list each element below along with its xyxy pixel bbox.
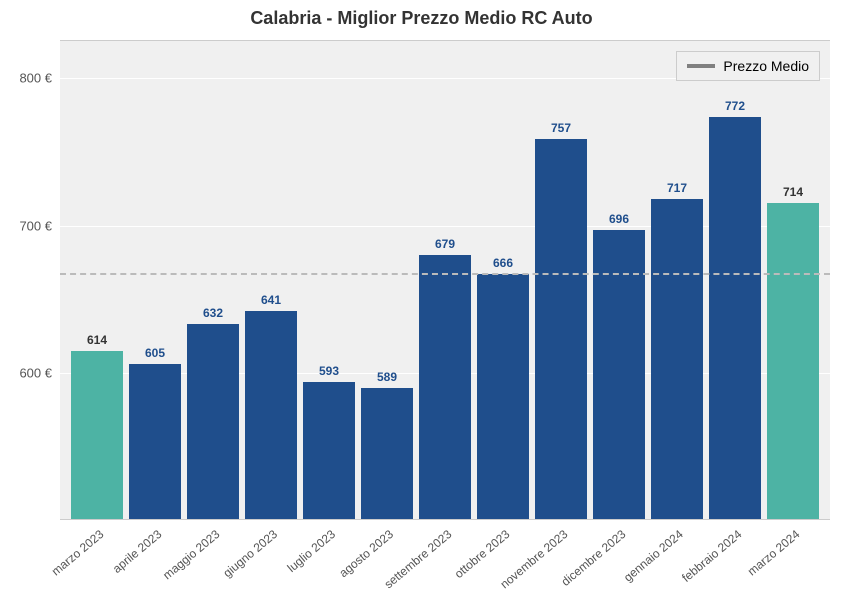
bar-value-label: 757 — [551, 121, 571, 135]
legend-label: Prezzo Medio — [723, 58, 809, 74]
x-tick-label: maggio 2023 — [160, 527, 222, 582]
plot-area: 600 €700 €800 € 614marzo 2023605aprile 2… — [60, 40, 830, 520]
y-tick-label: 800 € — [19, 70, 60, 85]
x-tick-label: gennaio 2024 — [621, 527, 686, 584]
x-tick-label: giugno 2023 — [220, 527, 280, 580]
chart-title: Calabria - Miglior Prezzo Medio RC Auto — [0, 0, 843, 29]
bar-value-label: 714 — [783, 185, 803, 199]
bar — [535, 139, 587, 519]
bar — [361, 388, 413, 519]
y-tick-label: 600 € — [19, 366, 60, 381]
bar-value-label: 593 — [319, 364, 339, 378]
bar — [767, 203, 819, 519]
bar-slot: 717gennaio 2024 — [648, 41, 706, 519]
bar-value-label: 614 — [87, 333, 107, 347]
bar-value-label: 717 — [667, 181, 687, 195]
bar — [71, 351, 123, 519]
x-tick-label: marzo 2024 — [744, 527, 802, 578]
bar-slot: 605aprile 2023 — [126, 41, 184, 519]
bar-slot: 666ottobre 2023 — [474, 41, 532, 519]
bar — [129, 364, 181, 519]
bar-slot: 679settembre 2023 — [416, 41, 474, 519]
bar-value-label: 679 — [435, 237, 455, 251]
y-tick-label: 700 € — [19, 218, 60, 233]
x-tick-label: luglio 2023 — [285, 527, 338, 575]
bar-slot: 714marzo 2024 — [764, 41, 822, 519]
x-tick-label: marzo 2023 — [48, 527, 106, 578]
bar-slot: 696dicembre 2023 — [590, 41, 648, 519]
legend-line-swatch — [687, 64, 715, 68]
bar-value-label: 632 — [203, 306, 223, 320]
bar-slot: 593luglio 2023 — [300, 41, 358, 519]
bar — [303, 382, 355, 519]
bar-value-label: 641 — [261, 293, 281, 307]
x-tick-label: febbraio 2024 — [679, 527, 744, 585]
bar-slot: 772febbraio 2024 — [706, 41, 764, 519]
bar-slot: 632maggio 2023 — [184, 41, 242, 519]
bar-value-label: 772 — [725, 99, 745, 113]
bar — [709, 117, 761, 519]
legend: Prezzo Medio — [676, 51, 820, 81]
bar-slot: 641giugno 2023 — [242, 41, 300, 519]
bar-slot: 757novembre 2023 — [532, 41, 590, 519]
x-tick-label: agosto 2023 — [336, 527, 396, 580]
x-tick-label: aprile 2023 — [110, 527, 164, 576]
bar — [419, 255, 471, 519]
bar — [187, 324, 239, 519]
bars-container: 614marzo 2023605aprile 2023632maggio 202… — [60, 41, 830, 519]
bar — [477, 274, 529, 519]
bar-value-label: 605 — [145, 346, 165, 360]
bar-value-label: 696 — [609, 212, 629, 226]
bar-slot: 589agosto 2023 — [358, 41, 416, 519]
avg-reference-line — [60, 273, 830, 275]
bar — [245, 311, 297, 519]
x-tick-label: ottobre 2023 — [451, 527, 512, 581]
plot-wrapper: 600 €700 €800 € 614marzo 2023605aprile 2… — [60, 40, 830, 520]
bar — [651, 199, 703, 519]
bar-slot: 614marzo 2023 — [68, 41, 126, 519]
bar-value-label: 666 — [493, 256, 513, 270]
bar-value-label: 589 — [377, 370, 397, 384]
